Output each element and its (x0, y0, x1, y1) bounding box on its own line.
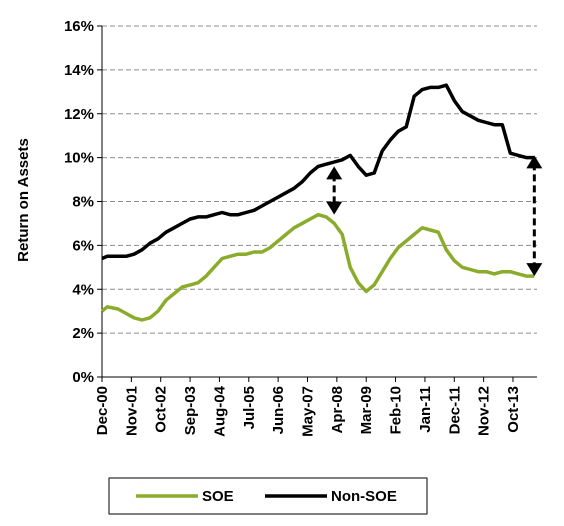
x-tick-label: Nov-12 (476, 386, 493, 436)
y-tick-label: 16% (64, 18, 94, 35)
y-tick-label: 2% (72, 325, 94, 342)
series-line-soe (100, 212, 535, 322)
series-lines (100, 83, 535, 322)
x-tick-label: Oct-13 (505, 386, 522, 433)
y-tick-label: 6% (72, 237, 94, 254)
arrow-head-down (326, 201, 343, 215)
arrow-head-down (526, 263, 543, 277)
x-tick-label: Jun-06 (270, 386, 287, 434)
series-line-non-soe (101, 83, 535, 261)
y-axis-title: Return on Assets (15, 138, 32, 262)
arrow-head-up (326, 166, 343, 180)
y-tick-label: 0% (72, 369, 94, 386)
gridlines (102, 25, 537, 334)
x-tick-label: Jul-05 (241, 386, 258, 429)
y-tick-label: 14% (64, 62, 94, 79)
x-tick-label: Jan-11 (417, 386, 434, 433)
y-tick-label: 12% (64, 106, 94, 123)
x-tick-label: Mar-09 (358, 386, 375, 434)
gap-arrows (326, 155, 543, 277)
x-tick-label: Oct-02 (153, 386, 170, 433)
x-tick-label: Apr-08 (329, 386, 346, 434)
legend-label-soe: SOE (202, 488, 234, 505)
legend-label-non-soe: Non-SOE (331, 488, 397, 505)
x-tick-label: Sep-03 (182, 386, 199, 435)
y-axis-ticks: 0% 2% 4% 6% 8% 10% 12% 14% 16% (64, 18, 102, 386)
gap-arrow-1 (326, 166, 343, 215)
x-tick-label: Dec-00 (94, 386, 111, 435)
arrow-head-up (526, 155, 543, 169)
y-tick-label: 8% (72, 194, 94, 211)
legend: SOE Non-SOE (108, 477, 428, 515)
x-tick-label: Nov-01 (123, 386, 140, 436)
y-tick-label: 10% (64, 150, 94, 167)
x-tick-label: Dec-11 (446, 386, 463, 434)
x-tick-label: Feb-10 (388, 386, 405, 434)
y-tick-label: 4% (72, 281, 94, 298)
x-tick-label: Aug-04 (211, 385, 228, 436)
gap-arrow-2 (526, 155, 543, 277)
x-axis-ticks: Dec-00 Nov-01 Oct-02 Sep-03 Aug-04 Jul-05 Jun-… (94, 377, 522, 437)
x-tick-label: May-07 (299, 386, 316, 437)
